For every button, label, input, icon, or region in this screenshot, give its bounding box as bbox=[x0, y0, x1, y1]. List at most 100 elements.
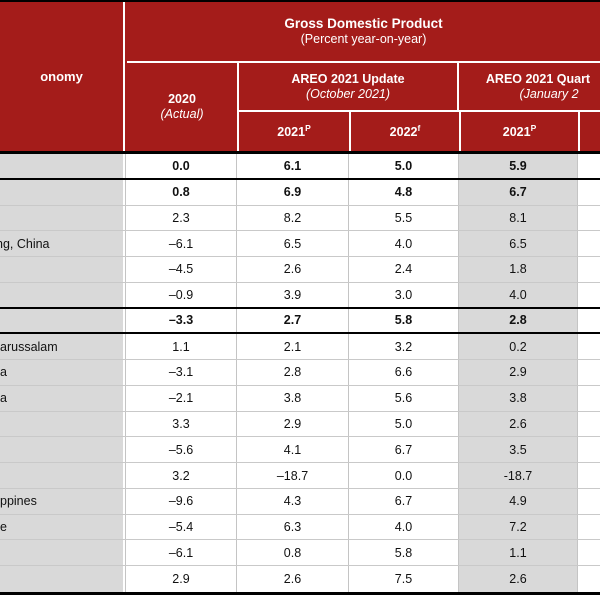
subcol-year: 2022 bbox=[389, 124, 418, 139]
gdp-2022f-october-cell: 5.0 bbox=[349, 411, 459, 437]
gdp-2022f-october-cell: 6.7 bbox=[349, 437, 459, 463]
gdp-2020-actual-cell: –5.4 bbox=[125, 514, 237, 540]
group-header-areo-october: AREO 2021 Update (October 2021) bbox=[237, 63, 459, 112]
economy-header-label: onomy bbox=[40, 69, 83, 84]
clipped-last-column-cell bbox=[578, 411, 600, 437]
group-header-october-date: (October 2021) bbox=[305, 86, 391, 101]
gdp-2022f-october-cell: 5.8 bbox=[349, 540, 459, 566]
gdp-2020-actual-cell: –9.6 bbox=[125, 488, 237, 514]
economy-label-cell bbox=[0, 308, 125, 333]
gdp-2021p-january-cell: 1.1 bbox=[459, 540, 578, 566]
economy-label-fragment: ng, China bbox=[0, 236, 50, 251]
gdp-2022f-october-cell: 6.6 bbox=[349, 360, 459, 385]
gdp-2021p-october-cell: 2.1 bbox=[237, 334, 349, 360]
table-row: 2.3 8.2 5.5 8.1 bbox=[0, 205, 600, 232]
economy-label-cell: a bbox=[0, 385, 125, 411]
economy-label-cell bbox=[0, 463, 125, 488]
table-row: a –2.1 3.8 5.6 3.8 bbox=[0, 385, 600, 412]
gdp-2021p-january-cell: 4.0 bbox=[459, 282, 578, 307]
gdp-2020-actual-cell: –2.1 bbox=[125, 385, 237, 411]
subcolumn-header-2021p-january: 2021P bbox=[459, 112, 578, 151]
table-body: 0.0 6.1 5.0 5.9 0.8 6.9 4.8 6.7 2.3 8.2 5.5 8.1 ng, … bbox=[0, 154, 600, 595]
gdp-2021p-january-cell: 2.6 bbox=[459, 411, 578, 437]
clipped-last-column-cell bbox=[578, 154, 600, 178]
gdp-2021p-january-cell: 2.6 bbox=[459, 566, 578, 592]
gdp-2021p-october-cell: 6.1 bbox=[237, 154, 349, 178]
table-row: 0.0 6.1 5.0 5.9 bbox=[0, 154, 600, 180]
gdp-2021p-october-cell: 6.9 bbox=[237, 179, 349, 205]
economy-column-header: onomy bbox=[0, 2, 125, 151]
gdp-2020-actual-cell: –3.1 bbox=[125, 360, 237, 385]
gdp-2021p-january-cell: 5.9 bbox=[459, 154, 578, 178]
gdp-2021p-january-cell: 4.9 bbox=[459, 488, 578, 514]
group-header-october-title: AREO 2021 Update bbox=[291, 71, 405, 86]
clipped-last-column-cell bbox=[578, 360, 600, 385]
gdp-2021p-january-cell: 8.1 bbox=[459, 205, 578, 231]
gdp-2020-actual-cell: 1.1 bbox=[125, 334, 237, 360]
gdp-2020-actual-cell: 3.2 bbox=[125, 463, 237, 488]
gdp-2022f-october-cell: 0.0 bbox=[349, 463, 459, 488]
gdp-2021p-october-cell: 2.6 bbox=[237, 257, 349, 282]
gdp-2021p-october-cell: 4.3 bbox=[237, 488, 349, 514]
clipped-last-column-cell bbox=[578, 205, 600, 231]
gdp-2021p-january-cell: 6.7 bbox=[459, 179, 578, 205]
gdp-2020-actual-cell: –3.3 bbox=[125, 308, 237, 333]
gdp-2021p-october-cell: 3.9 bbox=[237, 282, 349, 307]
gdp-banner: Gross Domestic Product (Percent year-on-… bbox=[127, 2, 600, 63]
gdp-2021p-january-cell: 2.8 bbox=[459, 308, 578, 333]
economy-label-cell: ppines bbox=[0, 488, 125, 514]
clipped-last-column-cell bbox=[578, 514, 600, 540]
gdp-2021p-january-cell: 1.8 bbox=[459, 257, 578, 282]
clipped-last-column-cell bbox=[578, 385, 600, 411]
economy-label-cell bbox=[0, 205, 125, 231]
gdp-2021p-january-cell: 3.8 bbox=[459, 385, 578, 411]
gdp-2021p-january-cell: 0.2 bbox=[459, 334, 578, 360]
gdp-2021p-january-cell: 7.2 bbox=[459, 514, 578, 540]
clipped-last-column-cell bbox=[578, 179, 600, 205]
gdp-2022f-october-cell: 5.0 bbox=[349, 154, 459, 178]
economy-label-fragment: a bbox=[0, 365, 7, 380]
table-row: ng, China –6.1 6.5 4.0 6.5 bbox=[0, 231, 600, 258]
column-header-2020-year: 2020 bbox=[168, 92, 196, 106]
gdp-2021p-october-cell: 3.8 bbox=[237, 385, 349, 411]
clipped-last-column-cell bbox=[578, 257, 600, 282]
gdp-2020-actual-cell: –6.1 bbox=[125, 231, 237, 257]
column-header-2020-note: (Actual) bbox=[160, 107, 204, 121]
gdp-2021p-january-cell: -18.7 bbox=[459, 463, 578, 488]
table-row: 3.2 –18.7 0.0 -18.7 bbox=[0, 463, 600, 489]
economy-label-cell bbox=[0, 540, 125, 566]
clipped-last-column-cell bbox=[578, 463, 600, 488]
table-row: arussalam 1.1 2.1 3.2 0.2 bbox=[0, 334, 600, 361]
gdp-2022f-october-cell: 4.0 bbox=[349, 514, 459, 540]
gdp-2022f-october-cell: 6.7 bbox=[349, 488, 459, 514]
subcol-year: 2021 bbox=[502, 124, 531, 139]
economy-label-cell: arussalam bbox=[0, 334, 125, 360]
clipped-last-column-cell bbox=[578, 566, 600, 592]
table-subtitle: (Percent year-on-year) bbox=[300, 32, 427, 46]
gdp-2021p-october-cell: 4.1 bbox=[237, 437, 349, 463]
economy-label-cell: a bbox=[0, 360, 125, 385]
economy-label-cell: e bbox=[0, 514, 125, 540]
gdp-2020-actual-cell: 2.9 bbox=[125, 566, 237, 592]
table-row: e –5.4 6.3 4.0 7.2 bbox=[0, 514, 600, 541]
gdp-2021p-october-cell: –18.7 bbox=[237, 463, 349, 488]
economy-label-fragment: arussalam bbox=[0, 339, 58, 354]
economy-label-cell bbox=[0, 437, 125, 463]
gdp-2020-actual-cell: –6.1 bbox=[125, 540, 237, 566]
table-row: 2.9 2.6 7.5 2.6 bbox=[0, 566, 600, 592]
clipped-last-column-cell bbox=[578, 334, 600, 360]
subcol-superscript: P bbox=[305, 122, 311, 133]
group-header-january-date: (January 2 bbox=[519, 86, 579, 101]
gdp-2020-actual-cell: 0.0 bbox=[125, 154, 237, 178]
gdp-2020-actual-cell: 2.3 bbox=[125, 205, 237, 231]
table-row: a –3.1 2.8 6.6 2.9 bbox=[0, 360, 600, 386]
gdp-2021p-october-cell: 2.9 bbox=[237, 411, 349, 437]
table-row: 3.3 2.9 5.0 2.6 bbox=[0, 411, 600, 438]
clipped-last-column-cell bbox=[578, 488, 600, 514]
subcolumn-header-clipped bbox=[578, 112, 600, 151]
economy-label-fragment: e bbox=[0, 520, 7, 535]
group-header-january-title: AREO 2021 Quart bbox=[485, 71, 591, 86]
table-row: –0.9 3.9 3.0 4.0 bbox=[0, 282, 600, 309]
subcolumn-header-2022f-october: 2022f bbox=[349, 112, 459, 151]
